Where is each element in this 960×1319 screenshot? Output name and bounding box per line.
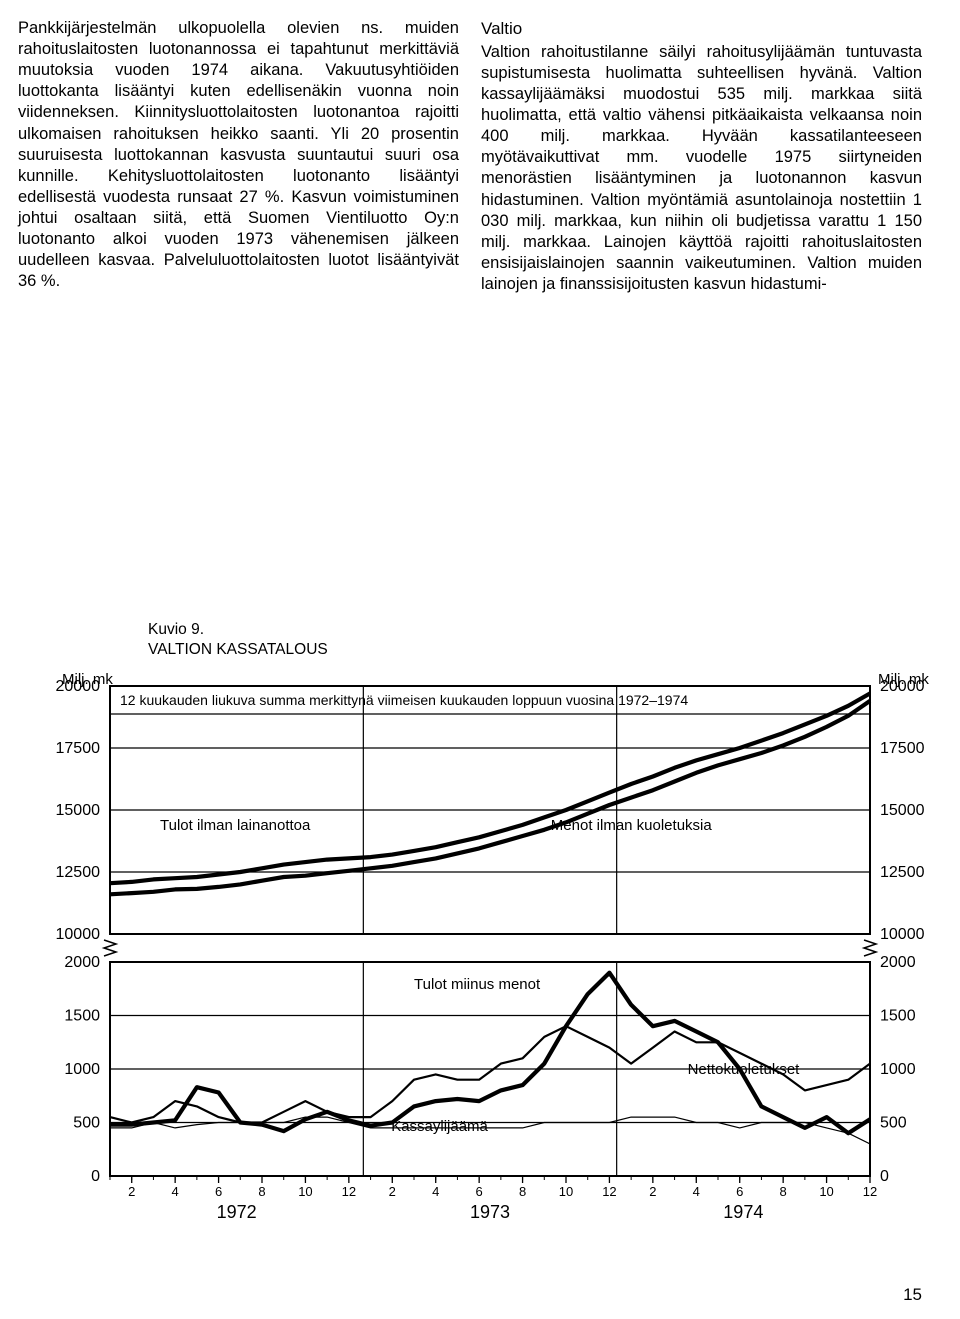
svg-text:12: 12 (342, 1184, 356, 1199)
svg-text:15000: 15000 (880, 802, 925, 819)
svg-text:10000: 10000 (56, 926, 101, 943)
svg-text:1974: 1974 (723, 1202, 763, 1222)
chart: 1000010000125001250015000150001750017500… (18, 666, 938, 1226)
svg-text:12500: 12500 (880, 864, 925, 881)
svg-text:1972: 1972 (217, 1202, 257, 1222)
svg-text:500: 500 (880, 1115, 907, 1132)
svg-text:12: 12 (602, 1184, 616, 1199)
svg-text:4: 4 (432, 1184, 439, 1199)
svg-text:1500: 1500 (64, 1008, 100, 1025)
left-column: Pankkijärjestelmän ulkopuolella olevien … (18, 18, 459, 295)
svg-text:6: 6 (215, 1184, 222, 1199)
right-column: Valtio Valtion rahoitustilanne säilyi ra… (481, 18, 922, 295)
svg-text:2000: 2000 (64, 954, 100, 971)
svg-text:Tulot miinus menot: Tulot miinus menot (414, 976, 541, 993)
svg-text:10: 10 (559, 1184, 573, 1199)
svg-text:10000: 10000 (880, 926, 925, 943)
figure-caption: Kuvio 9. VALTION KASSATALOUS (148, 620, 938, 660)
svg-text:2: 2 (128, 1184, 135, 1199)
svg-text:2000: 2000 (880, 954, 916, 971)
figure-area: Kuvio 9. VALTION KASSATALOUS 10000100001… (18, 620, 938, 1226)
right-body: Valtion rahoitustilanne säilyi rahoitusy… (481, 43, 922, 293)
svg-text:Nettokuoletukset: Nettokuoletukset (688, 1061, 801, 1078)
svg-text:2: 2 (389, 1184, 396, 1199)
svg-text:8: 8 (258, 1184, 265, 1199)
svg-text:500: 500 (73, 1115, 100, 1132)
svg-text:Milj. mk: Milj. mk (62, 671, 113, 688)
svg-text:0: 0 (880, 1168, 889, 1185)
page-number: 15 (903, 1285, 922, 1305)
svg-text:10: 10 (819, 1184, 833, 1199)
svg-text:1973: 1973 (470, 1202, 510, 1222)
svg-text:Milj. mk: Milj. mk (878, 671, 929, 688)
svg-text:17500: 17500 (56, 740, 101, 757)
svg-text:Menot ilman kuoletuksia: Menot ilman kuoletuksia (551, 817, 713, 834)
svg-text:8: 8 (780, 1184, 787, 1199)
svg-text:6: 6 (736, 1184, 743, 1199)
right-heading: Valtio (481, 18, 922, 40)
figure-number: Kuvio 9. (148, 620, 938, 640)
svg-text:15000: 15000 (56, 802, 101, 819)
svg-text:Kassaylijäämä: Kassaylijäämä (391, 1118, 488, 1135)
svg-text:10: 10 (298, 1184, 312, 1199)
svg-text:1000: 1000 (64, 1061, 100, 1078)
svg-text:2: 2 (649, 1184, 656, 1199)
svg-text:12: 12 (863, 1184, 877, 1199)
svg-text:1500: 1500 (880, 1008, 916, 1025)
svg-text:1000: 1000 (880, 1061, 916, 1078)
svg-text:8: 8 (519, 1184, 526, 1199)
figure-title: VALTION KASSATALOUS (148, 640, 938, 660)
svg-text:12500: 12500 (56, 864, 101, 881)
svg-text:6: 6 (476, 1184, 483, 1199)
svg-text:17500: 17500 (880, 740, 925, 757)
svg-text:4: 4 (172, 1184, 179, 1199)
text-columns: Pankkijärjestelmän ulkopuolella olevien … (0, 0, 960, 295)
svg-text:Tulot ilman lainanottoa: Tulot ilman lainanottoa (160, 817, 311, 834)
svg-text:4: 4 (693, 1184, 700, 1199)
svg-text:0: 0 (91, 1168, 100, 1185)
svg-text:12 kuukauden liukuva summa mer: 12 kuukauden liukuva summa merkittynä vi… (120, 692, 688, 708)
